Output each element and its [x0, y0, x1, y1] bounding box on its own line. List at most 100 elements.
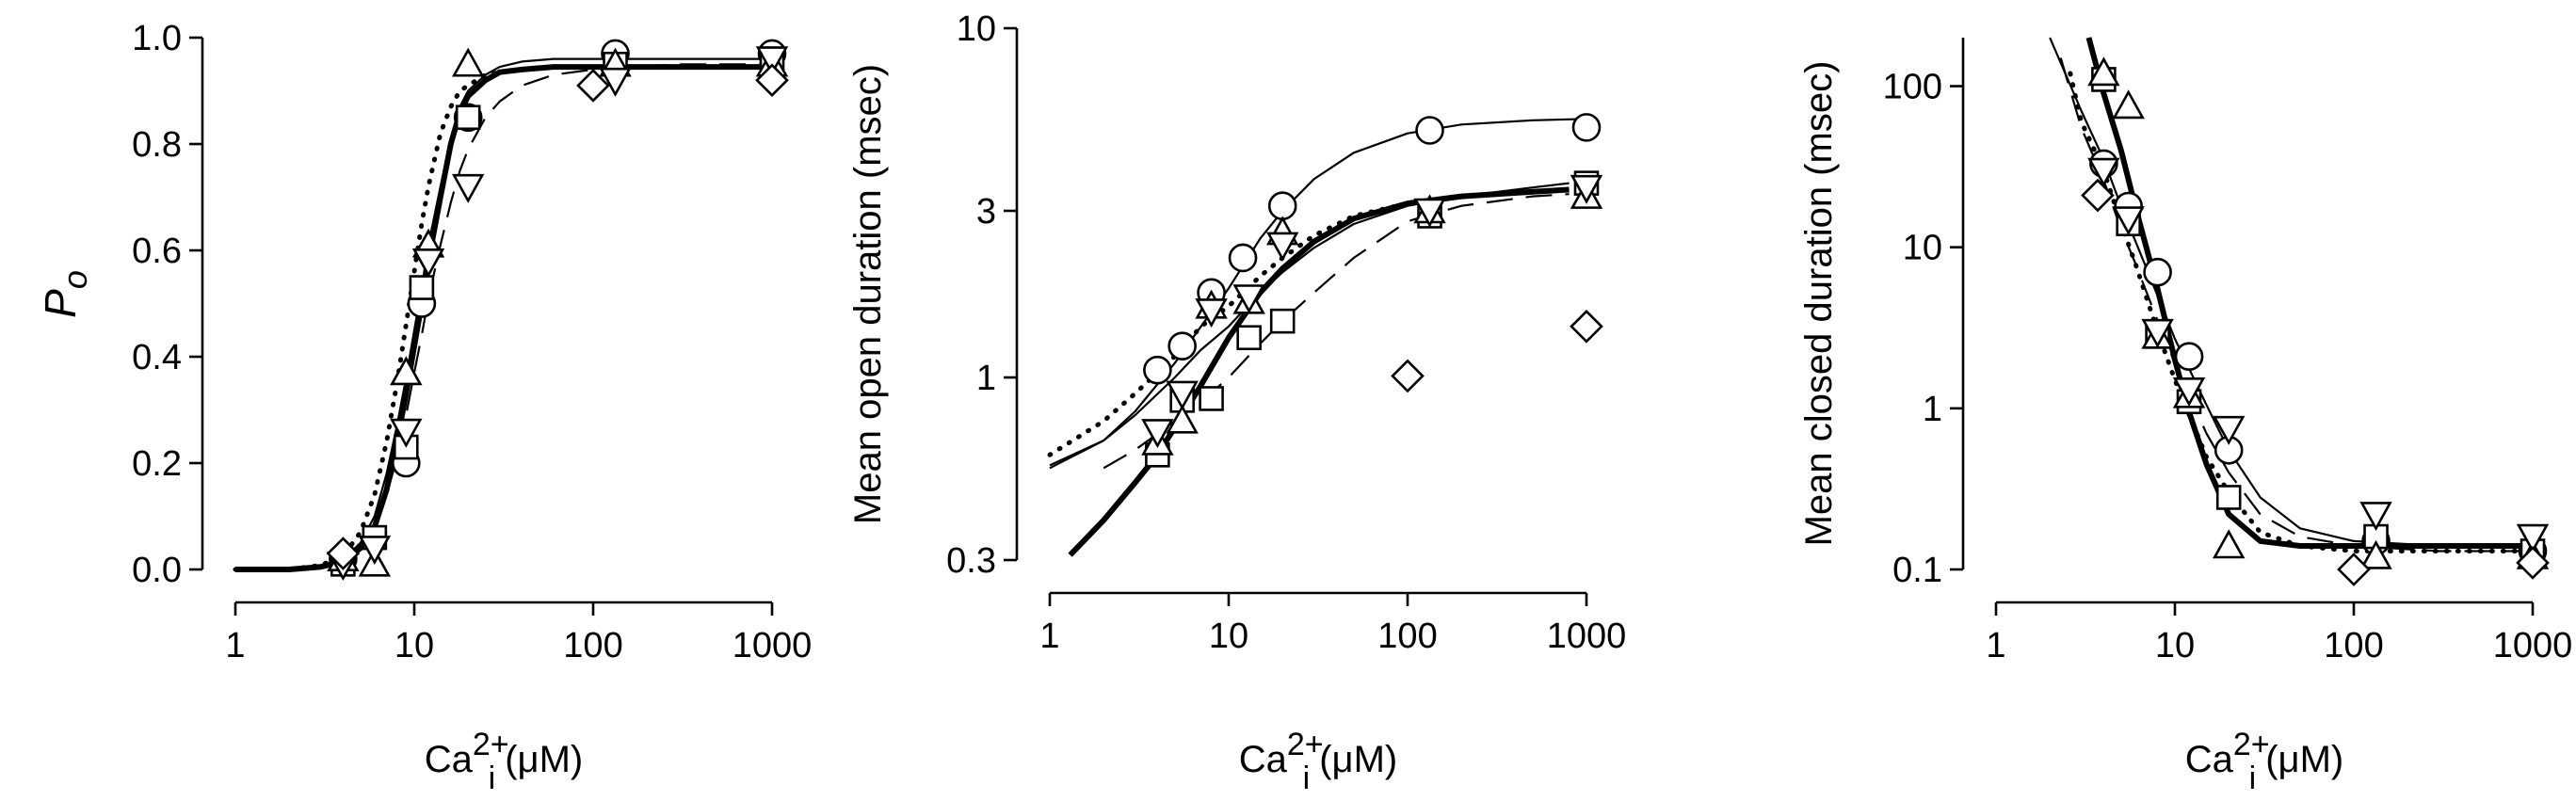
x-tick-label: 1 — [1986, 626, 2005, 665]
y-tick-label: 0.2 — [132, 444, 182, 484]
series-triangle-up — [327, 47, 789, 577]
data-point-triangle-down — [1195, 298, 1228, 328]
x-axis-title-sup: 2+ — [473, 727, 509, 762]
data-point-square — [1236, 325, 1262, 351]
y-axis-title: Po — [36, 270, 94, 318]
series-triangle-down — [327, 46, 789, 582]
fit-curve-dashed — [235, 63, 772, 571]
series-diamond — [1391, 309, 1603, 393]
data-point-triangle-down — [2359, 502, 2392, 532]
y-tick-label: 0.4 — [132, 338, 182, 377]
y-tick-label: 0.8 — [132, 125, 182, 165]
data-point-diamond — [576, 69, 610, 103]
data-point-triangle-up — [1166, 404, 1199, 434]
x-tick-label: 100 — [1377, 617, 1437, 656]
data-point-triangle-down — [2141, 318, 2174, 348]
fit-curve-dotted — [233, 64, 775, 572]
y-axis-title-base: P — [36, 289, 85, 318]
x-axis-title: Ca2+ i (μM) — [425, 727, 583, 796]
data-point-triangle-down — [1232, 284, 1265, 314]
data-point-square — [455, 104, 481, 131]
data-point-triangle-down — [1265, 232, 1299, 262]
data-point-triangle-down — [599, 67, 632, 97]
data-point-triangle-down — [411, 248, 445, 278]
y-tick-label: 0.0 — [132, 551, 182, 590]
series-triangle-down — [2087, 157, 2550, 553]
x-axis-title-base: Ca — [425, 739, 474, 780]
x-tick-label: 1 — [225, 626, 245, 665]
data-point-triangle-down — [2516, 523, 2550, 553]
series-diamond — [326, 63, 789, 570]
fit-curve-dotted — [1047, 187, 1572, 457]
data-point-triangle-up — [2359, 539, 2392, 569]
x-tick-label: 1000 — [1547, 617, 1627, 656]
data-point-triangle-up — [2112, 89, 2145, 120]
y-tick-label: 1 — [1923, 390, 1942, 429]
x-tick-label: 10 — [1209, 617, 1248, 656]
y-tick-label: 1 — [976, 359, 996, 398]
data-point-circle — [1267, 191, 1297, 221]
x-tick-label: 1000 — [2493, 626, 2573, 665]
fit-curve-dotted — [2068, 71, 2536, 553]
data-point-triangle-down — [2087, 157, 2120, 187]
data-point-triangle-up — [451, 47, 485, 77]
data-point-diamond — [1391, 359, 1425, 393]
data-point-circle — [1167, 331, 1197, 360]
series-circle — [1143, 113, 1602, 385]
data-point-diamond — [2337, 553, 2371, 586]
x-axis-title: Ca2+ i (μM) — [2185, 727, 2343, 796]
data-point-circle — [1228, 243, 1258, 273]
x-tick-label: 100 — [2324, 626, 2383, 665]
data-point-circle — [1143, 355, 1172, 385]
x-axis-title-unit: (μM) — [1319, 739, 1397, 780]
data-point-triangle-down — [358, 536, 392, 566]
data-point-triangle-up — [2212, 529, 2246, 559]
data-point-diamond — [1570, 309, 1603, 344]
x-axis-title-sub: i — [1303, 761, 1311, 796]
data-point-triangle-down — [390, 418, 423, 448]
series-square — [2091, 67, 2546, 564]
data-point-triangle-down — [1166, 380, 1199, 410]
data-point-diamond — [2516, 546, 2550, 580]
data-point-square — [1269, 308, 1296, 334]
data-point-triangle-up — [390, 356, 423, 386]
x-axis-title-unit: (μM) — [2265, 739, 2343, 780]
fit-curve-thick — [235, 64, 772, 572]
data-point-triangle-down — [755, 46, 789, 76]
data-point-triangle-down — [1570, 174, 1603, 204]
data-point-triangle-down — [1413, 198, 1446, 228]
data-point-circle — [1415, 116, 1444, 145]
x-axis-title-sup: 2+ — [1287, 727, 1324, 762]
data-point-diamond — [755, 63, 789, 98]
data-point-triangle-down — [1141, 419, 1174, 449]
x-axis-title-base: Ca — [2185, 739, 2234, 780]
series-circle — [329, 39, 787, 574]
data-point-circle — [1571, 113, 1602, 142]
data-point-triangle-up — [2087, 56, 2120, 87]
y-axis-title: Mean open duration (msec) — [847, 64, 889, 524]
series-circle — [2089, 149, 2548, 566]
y-tick-label: 3 — [976, 192, 996, 232]
x-axis-title-sup: 2+ — [2233, 727, 2270, 762]
x-tick-label: 10 — [394, 626, 434, 665]
fit-curve-thin — [1049, 118, 1587, 470]
y-axis-title: Mean closed duration (msec) — [1798, 61, 1840, 547]
y-tick-label: 1.0 — [132, 19, 182, 58]
y-tick-label: 10 — [957, 9, 996, 49]
data-point-triangle-down — [2212, 415, 2246, 445]
x-tick-label: 1 — [1039, 617, 1059, 656]
panel-2: 1 10 100 1000 0.3 1 3 10 Ca2+ i (μM) Mean open dura… — [847, 9, 1626, 796]
series-triangle-up — [2087, 56, 2550, 569]
x-axis-title-sub: i — [489, 761, 496, 796]
data-point-triangle-down — [2172, 377, 2206, 408]
data-point-circle — [2143, 257, 2172, 287]
y-tick-label: 0.3 — [946, 541, 996, 581]
data-point-triangle-down — [2112, 206, 2145, 236]
panel-1: 1 10 100 1000 0.0 0.2 0.4 0.6 0.8 1.0 Ca2+ i (μM) Po — [36, 19, 812, 796]
x-axis-title-sub: i — [2249, 761, 2257, 796]
fit-curve-dashed — [2059, 57, 2533, 553]
data-point-square — [409, 275, 435, 300]
fit-curve-thin — [1049, 182, 1570, 467]
fit-curve-thin — [235, 57, 772, 571]
